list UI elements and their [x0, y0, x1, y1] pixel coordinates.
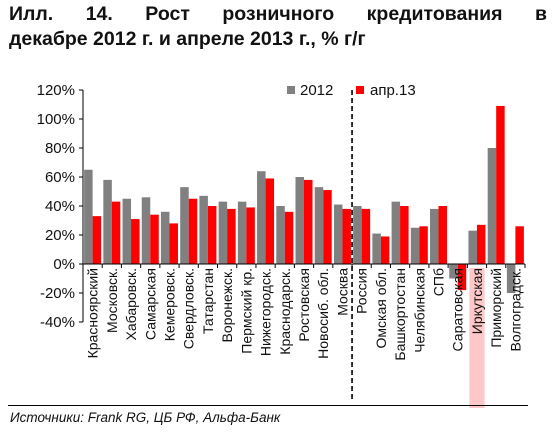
- x-tick-label: Самарская: [142, 268, 158, 340]
- x-tick-label: Челябинская: [411, 268, 427, 353]
- bar-2012: [257, 171, 266, 264]
- title-word: розничного: [222, 3, 335, 25]
- bar-2012: [141, 197, 151, 264]
- title-word: Илл.: [9, 3, 54, 25]
- y-tick-label: 20%: [45, 227, 75, 244]
- bar-2012: [314, 187, 324, 264]
- bar-apr13: [284, 211, 294, 264]
- bar-2012: [391, 201, 401, 264]
- highlight-background: [469, 268, 485, 408]
- bar-2012: [333, 204, 343, 264]
- bar-2012: [506, 264, 516, 293]
- bar-apr13: [496, 105, 505, 264]
- x-tick-label: Нижегородск.: [258, 268, 274, 356]
- source-divider: [8, 405, 528, 406]
- bar-2012: [218, 201, 228, 264]
- bar-apr13: [323, 190, 332, 264]
- x-tick-label: Свердловск.: [181, 268, 197, 349]
- title-word: 14.: [85, 3, 113, 25]
- title-word: кредитования: [366, 3, 503, 25]
- bar-2012: [276, 206, 285, 264]
- title-line-1: Илл. 14. Рост розничного кредитования в: [9, 2, 547, 27]
- y-tick-label: 0%: [53, 256, 75, 273]
- bar-2012: [430, 208, 439, 264]
- bar-2012: [468, 230, 477, 264]
- bar-apr13: [380, 236, 390, 264]
- bar-2012: [449, 264, 458, 279]
- bar-2012: [180, 187, 189, 264]
- bar-apr13: [457, 264, 467, 291]
- bar-apr13: [169, 223, 178, 264]
- bar-apr13: [438, 206, 448, 264]
- x-tick-label: Краснодарск.: [277, 268, 293, 355]
- legend-swatch-2012: [287, 86, 295, 94]
- bar-apr13: [515, 226, 524, 264]
- source-note: Источники: Frank RG, ЦБ РФ, Альфа-Банк: [10, 410, 281, 425]
- title-word: Рост: [145, 3, 190, 25]
- bar-2012: [295, 177, 304, 264]
- x-tick-label: Саратовская: [450, 268, 466, 351]
- x-tick-label: Омская обл.: [373, 268, 389, 348]
- bar-2012: [487, 148, 497, 264]
- x-tick-label: СПб: [431, 268, 447, 296]
- bar-apr13: [246, 207, 255, 264]
- legend-label-2012: 2012: [300, 82, 333, 99]
- y-tick-label: 100%: [37, 111, 75, 128]
- title-line-2: декабре 2012 г. и апреле 2013 г., % г/г: [9, 28, 366, 50]
- bar-2012: [237, 201, 247, 264]
- x-tick-label: Приморский: [488, 268, 504, 348]
- legend-label-apr13: апр.13: [370, 82, 416, 99]
- bar-2012: [103, 179, 112, 264]
- y-tick-label: -20%: [40, 285, 75, 302]
- bar-apr13: [188, 198, 198, 264]
- x-tick-label: Красноярский: [85, 268, 101, 358]
- bar-apr13: [476, 224, 486, 264]
- x-tick-label: Хабаровск.: [123, 268, 139, 340]
- y-tick-label: 80%: [45, 140, 75, 157]
- x-tick-label: Россия: [354, 268, 370, 314]
- chart-title: Илл. 14. Рост розничного кредитования в декаб…: [9, 2, 547, 52]
- bar-2012: [160, 211, 170, 264]
- title-word: в: [534, 3, 547, 25]
- bar-2012: [372, 233, 381, 264]
- bar-apr13: [227, 208, 236, 264]
- y-tick-label: 40%: [45, 198, 75, 215]
- bar-apr13: [131, 219, 140, 264]
- y-tick-label: 120%: [37, 82, 75, 99]
- x-tick-label: Московск.: [104, 268, 120, 333]
- bar-apr13: [92, 216, 102, 264]
- x-tick-label: Волгоградск.: [507, 268, 523, 351]
- x-tick-label: Пермский кр.: [238, 268, 254, 354]
- bar-apr13: [419, 226, 428, 264]
- x-tick-label: Кемеровск.: [161, 268, 177, 341]
- bar-2012: [122, 198, 132, 264]
- x-tick-label: Башкортостан: [392, 268, 408, 361]
- y-tick-label: 60%: [45, 169, 75, 186]
- x-tick-label: Новосиб. обл.: [315, 268, 331, 359]
- bar-apr13: [400, 206, 409, 264]
- x-tick-label: Воронежск.: [219, 268, 235, 342]
- bar-2012: [199, 195, 208, 264]
- bar-apr13: [111, 201, 121, 264]
- bar-2012: [353, 206, 362, 264]
- x-tick-label: Татарстан: [200, 268, 216, 334]
- bar-apr13: [304, 179, 313, 264]
- bar-apr13: [150, 214, 159, 264]
- bar-apr13: [361, 208, 371, 264]
- x-tick-label: Ростовская: [296, 268, 312, 342]
- bar-apr13: [342, 208, 351, 264]
- x-tick-label: Москва: [334, 268, 350, 316]
- bar-2012: [84, 169, 93, 264]
- bar-2012: [410, 227, 420, 264]
- y-tick-label: -40%: [40, 314, 75, 331]
- legend-swatch-apr13: [356, 86, 364, 94]
- x-tick-label: Иркутская: [469, 268, 485, 334]
- bar-apr13: [207, 206, 217, 264]
- bar-apr13: [265, 178, 275, 264]
